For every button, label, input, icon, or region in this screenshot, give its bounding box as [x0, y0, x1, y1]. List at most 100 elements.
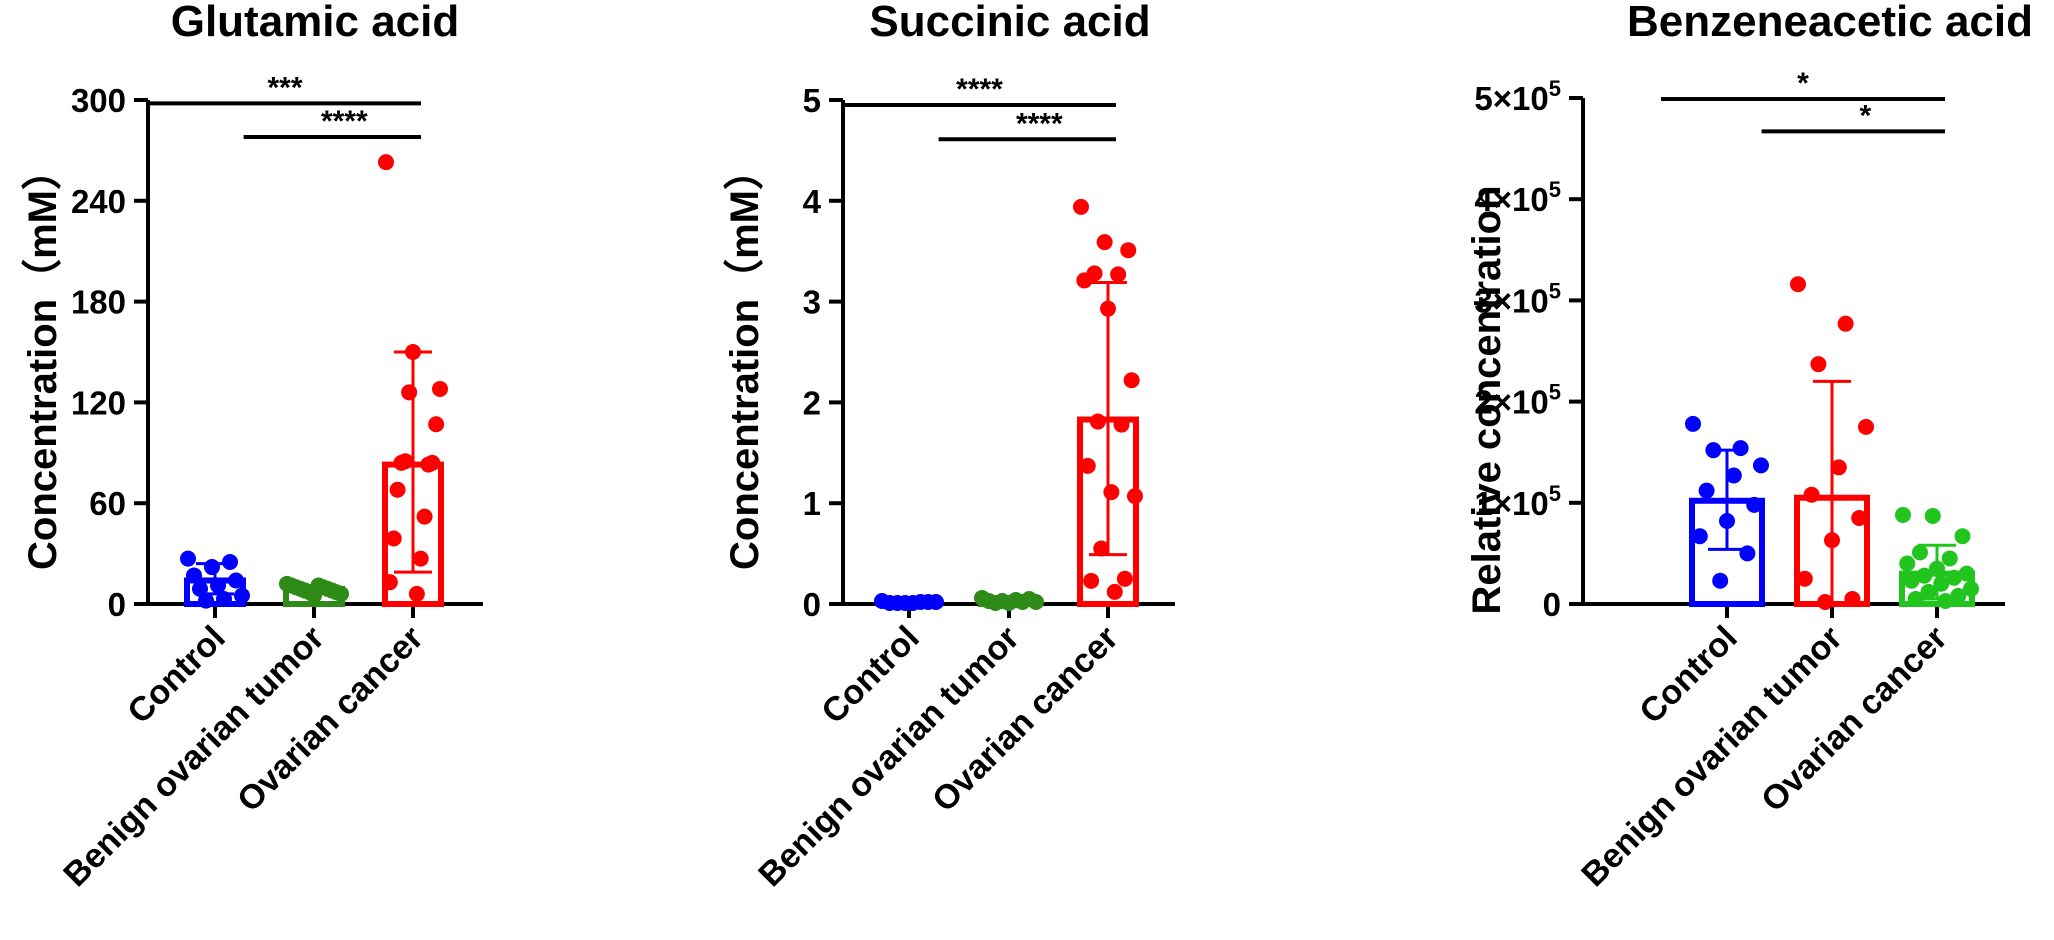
y-axis-label: Relative concentration [1465, 185, 1509, 614]
y-tick-label: 2 [803, 384, 821, 421]
data-point [1120, 242, 1137, 259]
data-point [198, 592, 214, 609]
data-point [378, 154, 394, 171]
y-tick-label: 0 [1543, 586, 1561, 623]
data-point [1796, 570, 1813, 587]
y-tick-label: 5×105 [1474, 76, 1561, 117]
data-point [1691, 528, 1708, 545]
data-point [1954, 528, 1971, 545]
data-point [1837, 315, 1854, 332]
y-tick-label: 1×105 [1474, 481, 1561, 522]
y-tick-label: 180 [71, 284, 126, 321]
data-point [1810, 356, 1827, 373]
data-point [1746, 496, 1763, 513]
data-point [1963, 580, 1979, 597]
x-category-label: Ovarian cancer [925, 619, 1126, 820]
data-point [1096, 234, 1113, 251]
data-point [1958, 565, 1975, 582]
significance-label: * [1797, 67, 1809, 100]
data-point [987, 594, 1004, 611]
data-point [1116, 570, 1133, 587]
chart-panel-succinic-acid: Succinic acid Concentration（mM） 012345Co… [723, 0, 1175, 894]
data-point [180, 550, 196, 567]
data-point [1083, 572, 1100, 589]
significance-label: **** [321, 105, 368, 138]
significance-label: * [1859, 99, 1871, 132]
data-point [1073, 198, 1089, 215]
data-point [1113, 416, 1130, 433]
data-point [1933, 575, 1950, 592]
y-tick-label: 0 [108, 586, 126, 623]
data-point [1725, 467, 1742, 484]
y-tick-label: 300 [71, 82, 126, 119]
data-point [432, 380, 448, 397]
data-point [1851, 509, 1868, 526]
x-category-label: Ovarian cancer [1754, 619, 1955, 820]
y-tick-label: 1 [803, 485, 821, 522]
data-point [1014, 593, 1031, 610]
data-point [1929, 560, 1945, 577]
data-point [1903, 572, 1920, 589]
y-tick-label: 2×105 [1474, 380, 1561, 421]
chart-title: Benzeneacetic acid [1627, 0, 2033, 46]
data-point [408, 585, 425, 602]
data-point [420, 456, 437, 473]
data-point [1123, 372, 1140, 389]
data-point [1844, 590, 1861, 607]
data-point [1001, 594, 1017, 611]
data-point [1732, 440, 1749, 457]
data-point [1093, 540, 1110, 557]
data-point [1824, 532, 1840, 549]
data-point [381, 574, 398, 591]
y-tick-label: 240 [71, 183, 126, 220]
significance-label: **** [1016, 107, 1063, 140]
data-point [1920, 583, 1937, 600]
data-point [204, 559, 220, 576]
data-point [1089, 413, 1106, 430]
data-point [1127, 488, 1143, 505]
data-point [1830, 459, 1847, 476]
data-point [1719, 513, 1735, 530]
data-point [1950, 587, 1967, 604]
y-tick-label: 0 [803, 586, 821, 623]
data-point [210, 577, 226, 594]
data-point [1110, 266, 1127, 283]
y-tick-label: 4×105 [1474, 177, 1561, 218]
data-point [306, 587, 322, 604]
y-tick-label: 4 [803, 183, 822, 220]
y-tick-label: 5 [803, 82, 821, 119]
data-point [1079, 457, 1096, 474]
data-point [881, 594, 898, 611]
data-point [1076, 272, 1093, 289]
y-tick-label: 3 [803, 284, 821, 321]
data-point [186, 567, 202, 584]
data-point [216, 590, 232, 607]
data-point [412, 550, 429, 567]
y-axis-label: Concentration（mM） [723, 150, 767, 570]
data-point [228, 572, 244, 589]
data-point [1924, 507, 1941, 524]
data-point [1685, 415, 1701, 432]
data-point [234, 587, 250, 604]
significance-label: **** [956, 73, 1003, 106]
data-point [401, 384, 418, 401]
data-point [1912, 544, 1928, 561]
data-point [1803, 486, 1820, 503]
data-point [385, 530, 402, 547]
data-point [1698, 482, 1715, 499]
data-point [1028, 593, 1044, 610]
data-point [1899, 555, 1916, 572]
data-point [1895, 506, 1911, 523]
data-point [1907, 590, 1924, 607]
data-point [389, 481, 406, 498]
data-point [1858, 418, 1874, 435]
data-point [1739, 545, 1756, 562]
y-tick-label: 3×105 [1474, 278, 1561, 319]
data-point [1712, 572, 1729, 589]
data-point [1753, 457, 1769, 474]
data-point [1790, 276, 1806, 293]
data-point [222, 554, 238, 570]
data-point [405, 344, 421, 360]
data-point [1916, 567, 1933, 584]
